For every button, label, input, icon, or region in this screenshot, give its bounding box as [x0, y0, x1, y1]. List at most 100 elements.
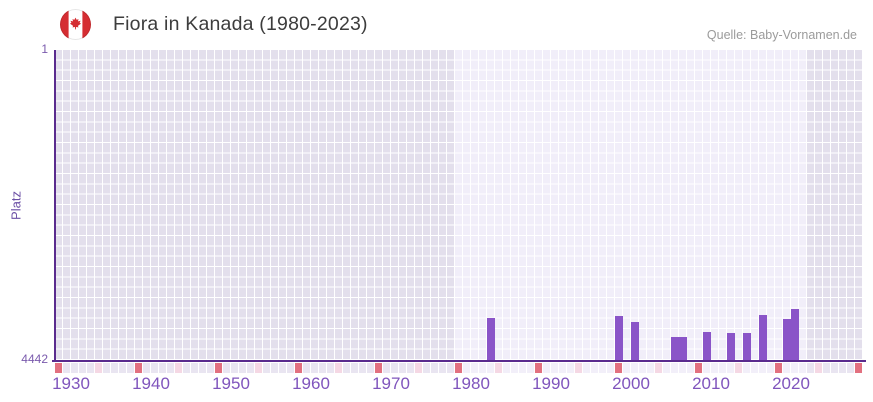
axis-marker-cell: [439, 363, 446, 373]
axis-marker-pink: [735, 363, 742, 373]
axis-marker-cell: [423, 363, 430, 373]
axis-marker-pink: [575, 363, 582, 373]
rank-bar-1998[interactable]: [615, 315, 623, 360]
axis-marker-cell: [383, 363, 390, 373]
grid-column: [263, 50, 270, 360]
grid-column: [695, 50, 702, 360]
canada-flag-icon: [60, 9, 91, 40]
axis-marker-cell: [487, 363, 494, 373]
rank-bar-2006[interactable]: [679, 336, 687, 360]
grid-column: [199, 50, 206, 360]
axis-marker-cell: [711, 363, 718, 373]
rank-bar-2014[interactable]: [743, 332, 751, 360]
grid-column: [767, 50, 774, 360]
axis-marker-cell: [151, 363, 158, 373]
axis-marker-cell: [623, 363, 630, 373]
grid-column: [815, 50, 822, 360]
grid-column: [559, 50, 566, 360]
axis-marker-cell: [663, 363, 670, 373]
grid-column: [287, 50, 294, 360]
grid-column: [71, 50, 78, 360]
axis-marker-cell: [543, 363, 550, 373]
rank-bar-1982[interactable]: [487, 318, 495, 360]
grid-column: [719, 50, 726, 360]
axis-marker-red: [375, 363, 382, 373]
grid-column: [239, 50, 246, 360]
axis-marker-cell: [639, 363, 646, 373]
axis-marker-cell: [607, 363, 614, 373]
axis-marker-cell: [831, 363, 838, 373]
x-tick-label: 2020: [772, 374, 810, 393]
rank-bar-2000[interactable]: [631, 321, 639, 360]
axis-marker-cell: [407, 363, 414, 373]
grid-column: [111, 50, 118, 360]
grid-column: [511, 50, 518, 360]
rank-bar-2020[interactable]: [791, 308, 799, 360]
x-tick-label: 1960: [292, 374, 330, 393]
axis-marker-red: [215, 363, 222, 373]
axis-marker-pink: [415, 363, 422, 373]
grid-column: [215, 50, 222, 360]
grid-column: [735, 50, 742, 360]
y-tick-top: 1: [41, 42, 48, 56]
axis-marker-red: [535, 363, 542, 373]
grid-column: [775, 50, 782, 360]
grid-column: [383, 50, 390, 360]
grid-column: [463, 50, 470, 360]
axis-marker-cell: [399, 363, 406, 373]
axis-marker-pink: [655, 363, 662, 373]
axis-marker-cell: [231, 363, 238, 373]
grid-column: [335, 50, 342, 360]
axis-marker-cell: [599, 363, 606, 373]
axis-marker-cell: [823, 363, 830, 373]
axis-marker-cell: [551, 363, 558, 373]
grid-column: [503, 50, 510, 360]
grid-column: [751, 50, 758, 360]
grid-column: [711, 50, 718, 360]
axis-marker-cell: [631, 363, 638, 373]
grid-column: [135, 50, 142, 360]
axis-marker-cell: [367, 363, 374, 373]
grid-column: [87, 50, 94, 360]
grid-column: [303, 50, 310, 360]
grid-column: [791, 50, 798, 360]
axis-marker-cell: [431, 363, 438, 373]
grid-column: [119, 50, 126, 360]
axis-marker-cell: [511, 363, 518, 373]
x-tick-label: 2000: [612, 374, 650, 393]
grid-column: [583, 50, 590, 360]
axis-marker-cell: [647, 363, 654, 373]
x-tick-label: 1970: [372, 374, 410, 393]
axis-marker-cell: [503, 363, 510, 373]
axis-marker-cell: [223, 363, 230, 373]
axis-marker-cell: [807, 363, 814, 373]
rank-bar-2005[interactable]: [671, 336, 679, 360]
rank-bar-2016[interactable]: [759, 314, 767, 360]
grid-column: [799, 50, 806, 360]
grid-column: [679, 50, 686, 360]
grid-column: [223, 50, 230, 360]
grid-column: [375, 50, 382, 360]
x-tick-label: 1950: [212, 374, 250, 393]
grid-column: [727, 50, 734, 360]
grid-column: [591, 50, 598, 360]
grid-column: [615, 50, 622, 360]
grid-column: [647, 50, 654, 360]
axis-marker-cell: [567, 363, 574, 373]
axis-marker-pink: [815, 363, 822, 373]
rank-bar-2012[interactable]: [727, 333, 735, 360]
axis-marker-cell: [351, 363, 358, 373]
axis-marker-pink: [175, 363, 182, 373]
grid-column: [159, 50, 166, 360]
grid-column: [639, 50, 646, 360]
axis-marker-cell: [199, 363, 206, 373]
axis-marker-cell: [679, 363, 686, 373]
axis-marker-cell: [783, 363, 790, 373]
rank-bar-2019[interactable]: [783, 319, 791, 360]
grid-column: [487, 50, 494, 360]
axis-marker-red: [135, 363, 142, 373]
axis-marker-cell: [191, 363, 198, 373]
rank-bar-2009[interactable]: [703, 331, 711, 360]
grid-column: [447, 50, 454, 360]
grid-column: [831, 50, 838, 360]
